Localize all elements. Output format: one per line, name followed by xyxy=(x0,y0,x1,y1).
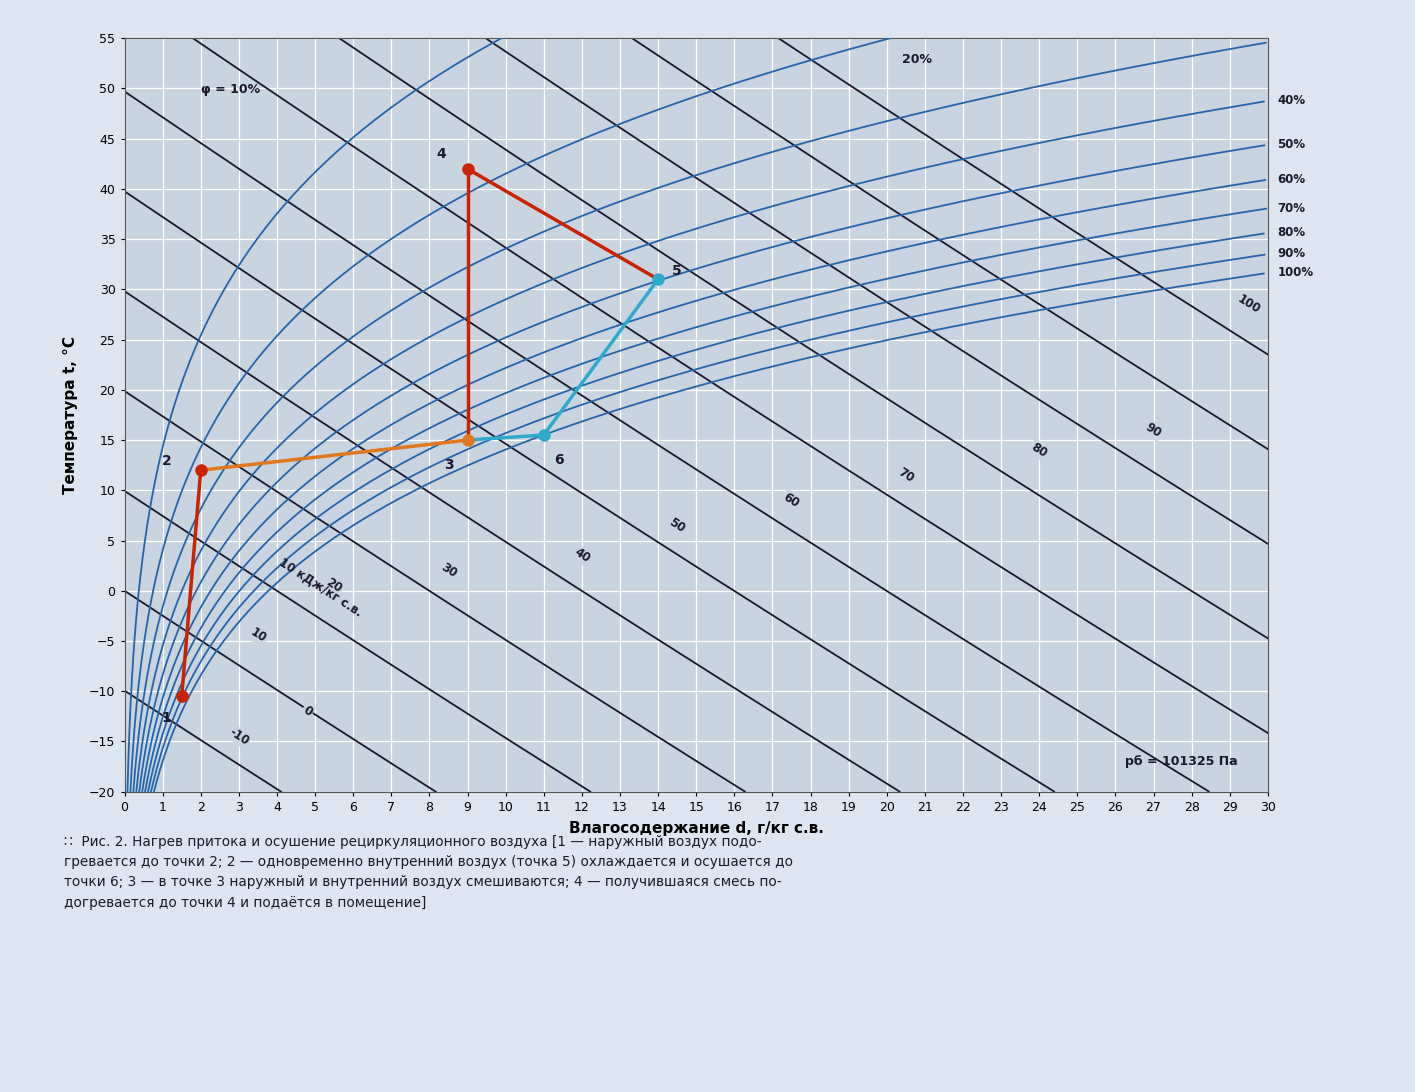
Text: 0: 0 xyxy=(300,703,314,719)
Text: 80: 80 xyxy=(1029,440,1050,460)
Text: φ = 10%: φ = 10% xyxy=(201,83,260,96)
Text: 3: 3 xyxy=(444,459,453,472)
Text: 40: 40 xyxy=(572,546,593,566)
Text: 50: 50 xyxy=(666,515,688,535)
Text: 60: 60 xyxy=(781,490,802,510)
Text: 100: 100 xyxy=(1235,293,1262,317)
Text: 70: 70 xyxy=(896,465,916,485)
Text: 80%: 80% xyxy=(1278,226,1306,239)
Text: 70%: 70% xyxy=(1278,202,1306,215)
Text: 6: 6 xyxy=(555,453,563,467)
Text: 5: 5 xyxy=(672,264,682,278)
Text: 30: 30 xyxy=(439,561,458,581)
Text: pб = 101325 Па: pб = 101325 Па xyxy=(1125,755,1237,768)
Text: 60%: 60% xyxy=(1278,173,1306,186)
Text: 90: 90 xyxy=(1143,420,1165,440)
Text: 10 кДж/кг с.в.: 10 кДж/кг с.в. xyxy=(277,556,365,619)
Text: 4: 4 xyxy=(436,146,446,161)
Text: 100%: 100% xyxy=(1278,266,1313,280)
X-axis label: Влагосодержание d, г/кг с.в.: Влагосодержание d, г/кг с.в. xyxy=(569,821,824,835)
Text: 2: 2 xyxy=(161,454,171,468)
Text: 1: 1 xyxy=(161,711,171,725)
Text: 40%: 40% xyxy=(1278,94,1306,107)
Text: 10: 10 xyxy=(248,626,269,645)
Text: 50%: 50% xyxy=(1278,138,1306,151)
Text: ∷  Рис. 2. Нагрев притока и осушение рециркуляционного воздуха [1 — наружный воз: ∷ Рис. 2. Нагрев притока и осушение реци… xyxy=(64,835,792,910)
Text: 20%: 20% xyxy=(901,54,931,67)
Y-axis label: Температура t, °С: Температура t, °С xyxy=(64,336,78,494)
Text: -10: -10 xyxy=(226,725,252,748)
Text: 20: 20 xyxy=(324,575,344,595)
Text: 90%: 90% xyxy=(1278,248,1306,260)
